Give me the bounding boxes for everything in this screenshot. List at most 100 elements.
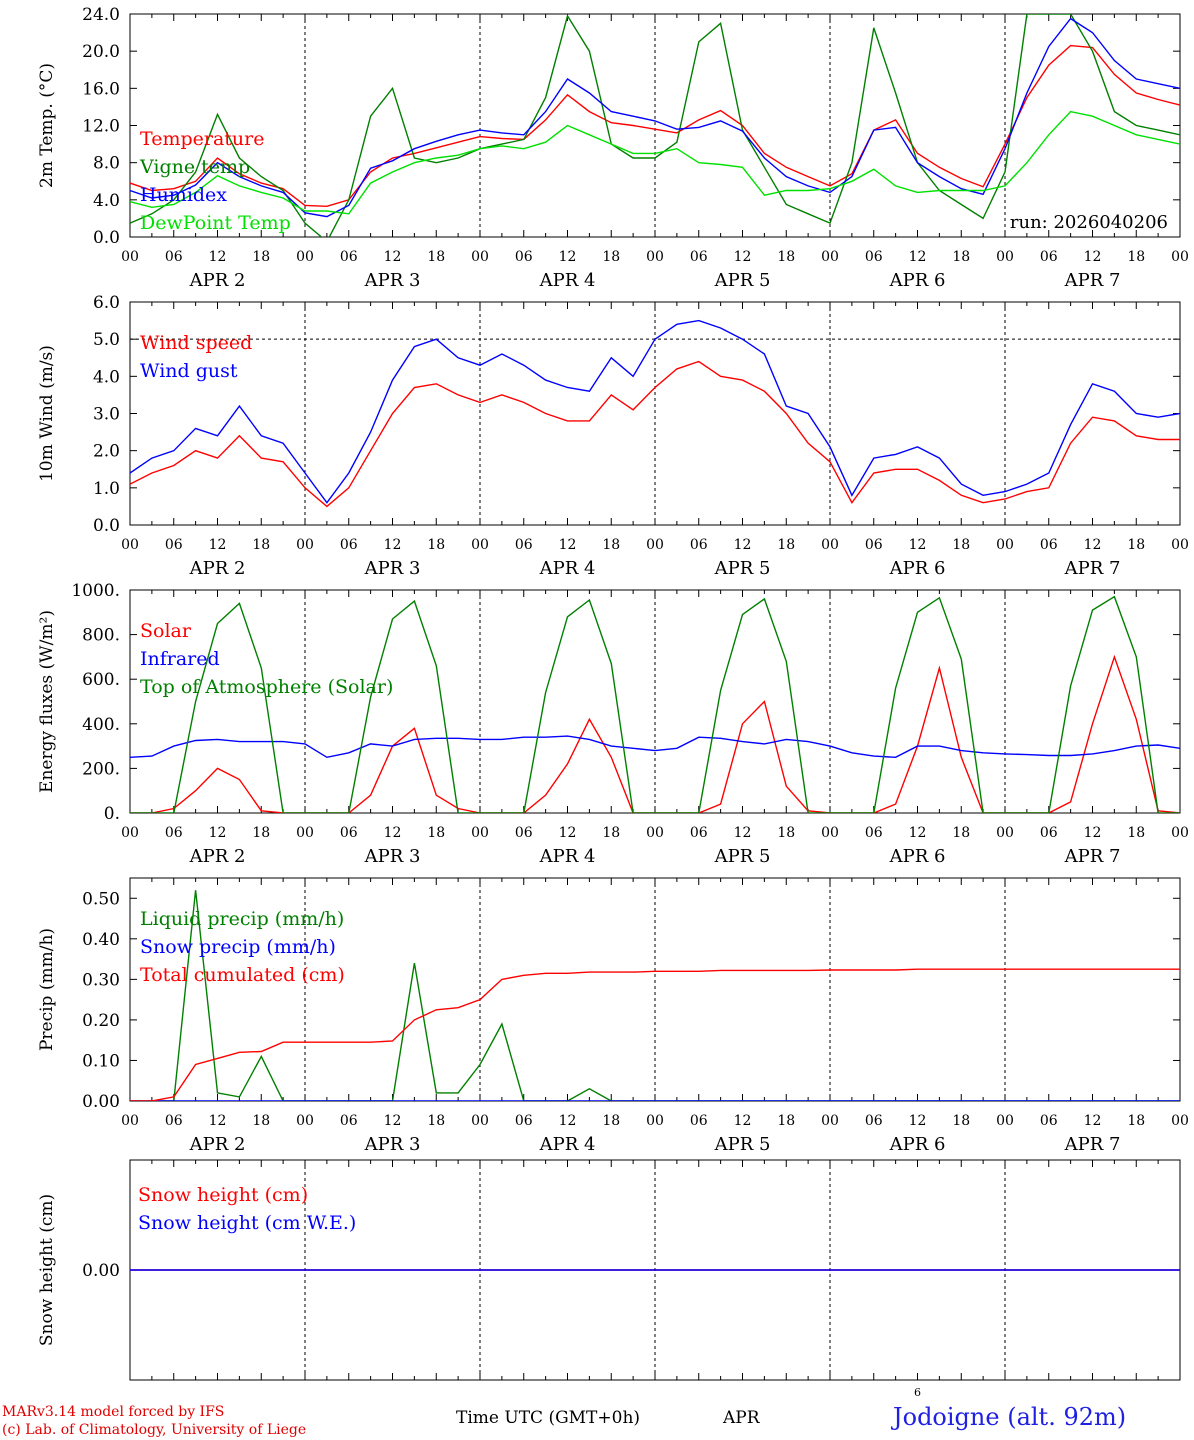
x-tick-label: 12 (559, 537, 577, 553)
x-tick-label: 12 (559, 825, 577, 841)
x-tick-label: 12 (384, 537, 402, 553)
y-tick-label: 0.10 (82, 1051, 120, 1071)
x-tick-label: 12 (909, 825, 927, 841)
y-tick-label: 0.50 (82, 889, 120, 909)
x-axis-label: Time UTC (GMT+0h) (456, 1408, 641, 1428)
x-tick-label: 18 (952, 249, 970, 265)
day-label: APR 7 (1064, 846, 1121, 867)
x-tick-label: 06 (690, 249, 708, 265)
y-tick-label: 0.30 (82, 970, 120, 990)
day-label: APR 3 (364, 558, 421, 579)
x-tick-label: 00 (1171, 1113, 1189, 1129)
x-tick-label: 06 (865, 249, 883, 265)
x-tick-label: 00 (996, 249, 1014, 265)
x-tick-label: 12 (734, 825, 752, 841)
day-label: APR 5 (714, 846, 771, 867)
day-label: APR 7 (1064, 270, 1121, 291)
x-tick-label: 12 (1084, 1113, 1102, 1129)
x-tick-label: 12 (909, 1113, 927, 1129)
series-line-wind-speed (130, 360, 1180, 508)
x-tick-label: 18 (427, 1113, 445, 1129)
x-tick-label: 12 (1084, 537, 1102, 553)
x-tick-label: 18 (252, 537, 270, 553)
x-tick-label: 06 (1040, 1113, 1058, 1129)
x-tick-label: 18 (777, 1113, 795, 1129)
y-tick-label: 0.00 (82, 1092, 120, 1112)
x-tick-label: 06 (340, 825, 358, 841)
y-axis-label: 2m Temp. (°C) (37, 63, 57, 188)
x-tick-label: 18 (427, 537, 445, 553)
x-tick-label: 12 (734, 537, 752, 553)
x-tick-label: 00 (821, 249, 839, 265)
x-tick-label: 18 (602, 825, 620, 841)
y-axis-label: Snow height (cm) (37, 1194, 57, 1346)
x-tick-label: 12 (909, 249, 927, 265)
panel-3 (129, 589, 1181, 814)
x-tick-label: 18 (602, 1113, 620, 1129)
x-tick-label: 18 (602, 249, 620, 265)
x-tick-label: 18 (252, 825, 270, 841)
series-line-vigne-temp (130, 14, 1180, 237)
x-tick-label: 12 (909, 537, 927, 553)
day-label: APR 2 (189, 558, 246, 579)
x-tick-label: 12 (384, 249, 402, 265)
x-tick-label: 00 (996, 537, 1014, 553)
legend-entry: Infrared (140, 648, 220, 670)
y-tick-label: 24.0 (82, 5, 120, 25)
x-tick-label: 18 (1127, 249, 1145, 265)
x-tick-label: 00 (296, 825, 314, 841)
day-label: APR 3 (364, 1134, 421, 1155)
y-tick-label: 600. (82, 670, 120, 690)
x-tick-label: 18 (602, 537, 620, 553)
x-tick-label: 18 (427, 825, 445, 841)
x-tick-label: 00 (471, 249, 489, 265)
day-label: APR 4 (539, 270, 596, 291)
x-tick-label: 18 (1127, 1113, 1145, 1129)
x-tick-label: 06 (1040, 537, 1058, 553)
x-tick-label: 00 (821, 537, 839, 553)
x-tick-label: 12 (559, 249, 577, 265)
y-tick-label: 4.0 (93, 367, 120, 387)
x-tick-label: 06 (865, 537, 883, 553)
y-tick-label: 0.20 (82, 1011, 120, 1031)
x-tick-label: 00 (471, 825, 489, 841)
day-label: APR 4 (539, 558, 596, 579)
x-tick-label: 06 (515, 1113, 533, 1129)
x-tick-label: 00 (121, 537, 139, 553)
legend-entry: Total cumulated (cm) (140, 964, 345, 986)
x-tick-label: 18 (252, 1113, 270, 1129)
x-tick-label: 00 (121, 1113, 139, 1129)
y-tick-label: 0.40 (82, 930, 120, 950)
day-label: APR 7 (1064, 1134, 1121, 1155)
day-label: APR 6 (889, 846, 946, 867)
x-tick-label: 18 (1127, 537, 1145, 553)
day-label: APR 2 (189, 846, 246, 867)
x-tick-label: 12 (209, 249, 227, 265)
x-tick-label: 00 (1171, 249, 1189, 265)
x-tick-label: 18 (777, 825, 795, 841)
legend-entry: Top of Atmosphere (Solar) (140, 676, 393, 698)
y-tick-label: 800. (82, 626, 120, 646)
x-tick-label: 00 (296, 249, 314, 265)
day-label: APR 5 (714, 270, 771, 291)
x-tick-label: 06 (340, 537, 358, 553)
legend-entry: Solar (140, 620, 192, 642)
x-tick-label: 06 (165, 1113, 183, 1129)
legend-entry: Wind gust (140, 360, 238, 382)
x-tick-label: 18 (952, 537, 970, 553)
panel-2 (129, 301, 1181, 526)
run-annotation: run: 2026040206 (1010, 212, 1168, 233)
y-tick-label: 0.0 (93, 516, 120, 536)
x-tick-label: 12 (384, 825, 402, 841)
x-tick-label: 12 (209, 537, 227, 553)
y-tick-label: 0.0 (93, 228, 120, 248)
series-line-total-cumulated-cm- (130, 968, 1180, 1101)
y-tick-label: 0. (104, 804, 120, 824)
x-tick-label: 06 (165, 249, 183, 265)
x-tick-label: 00 (471, 1113, 489, 1129)
legend-entry: Snow height (cm W.E.) (138, 1212, 356, 1234)
month-label: APR (723, 1408, 760, 1428)
x-tick-label: 00 (1171, 825, 1189, 841)
legend-entry: Temperature (140, 128, 264, 150)
y-tick-label: 5.0 (93, 330, 120, 350)
